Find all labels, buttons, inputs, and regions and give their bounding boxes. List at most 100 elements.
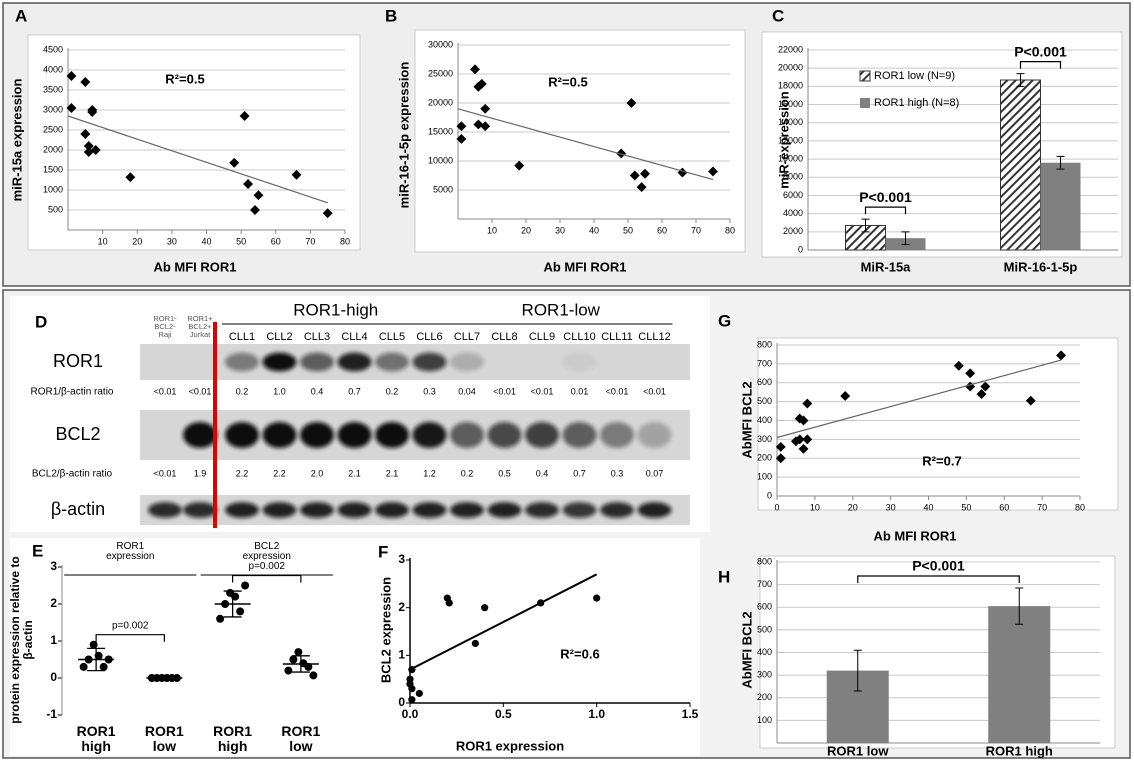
x-tick-label: ROR1 high	[70, 722, 122, 756]
x-tick-label: 80	[340, 236, 350, 246]
x-tick-label: MiR-15a	[861, 259, 912, 274]
legend-swatch	[860, 98, 870, 108]
y-axis-title-box: protein expression relative to β-actin	[6, 550, 38, 730]
blot-band	[183, 422, 217, 448]
y-tick-label: 4000	[783, 208, 803, 218]
lane-label: ROR1+ BCL2+ Jurkat	[183, 312, 217, 342]
row-label: β-actin	[51, 499, 105, 519]
x-axis-title: Ab MFI ROR1	[873, 528, 956, 543]
point	[309, 671, 317, 679]
x-tick-label: ROR1 high	[207, 722, 259, 756]
x-tick-label-box: ROR1 high	[207, 722, 259, 756]
annotation: R²=0.7	[922, 453, 961, 468]
y-tick-label: 5000	[433, 184, 453, 194]
significance-bracket-label: P<0.001	[1014, 43, 1067, 59]
y-axis-title: AbMFI BCL2	[739, 381, 754, 458]
lane-label: CLL7	[454, 331, 480, 343]
x-tick-label: 0.0	[402, 707, 419, 721]
annotation: R²=0.5	[548, 74, 587, 89]
ratio-value: <0.01	[154, 386, 177, 396]
x-tick-label: 10	[487, 225, 497, 235]
y-tick-label: 200	[757, 692, 772, 702]
blot-band	[225, 502, 259, 518]
bar	[1041, 163, 1081, 250]
point	[294, 648, 302, 656]
y-tick-label: 3	[50, 559, 57, 573]
y-axis-title: protein expression relative to β-actin	[6, 550, 38, 730]
panel-letter: B	[385, 6, 397, 25]
y-tick-label: 30000	[428, 39, 453, 49]
comparison-bracket-label: p=0.002	[249, 561, 286, 572]
x-tick-label: 40	[201, 236, 211, 246]
y-tick-label: 1000	[43, 184, 63, 194]
blot-band	[300, 502, 334, 518]
y-tick-label: 800	[757, 339, 772, 349]
significance-bracket-label: P<0.001	[912, 558, 965, 574]
ratio-value: <0.01	[154, 468, 177, 478]
group-label: ROR1-high	[293, 300, 378, 319]
blot-band	[263, 422, 297, 448]
y-tick-label: 400	[757, 647, 772, 657]
blot-band	[413, 422, 447, 448]
x-tick-label-box: ROR1 high	[70, 722, 122, 756]
blot-band	[600, 502, 634, 518]
group-label: ROR1 expression	[95, 539, 165, 565]
blot-band	[338, 502, 372, 518]
ratio-label: BCL2/β-actin ratio	[32, 469, 113, 480]
blot-band	[338, 422, 372, 448]
x-tick-label: 80	[1075, 502, 1085, 512]
lane-label: CLL9	[529, 331, 555, 343]
x-tick-label: 50	[236, 236, 246, 246]
blot-band	[563, 353, 597, 372]
blot-band	[375, 353, 409, 372]
ratio-value: 2.2	[273, 468, 286, 478]
blot-band	[300, 422, 334, 448]
point	[216, 615, 224, 623]
group-label: ROR1-low	[522, 300, 601, 319]
x-tick-label: 70	[1037, 502, 1047, 512]
y-tick-label: 1	[50, 633, 57, 647]
ratio-value: 0.7	[573, 468, 586, 478]
y-tick-label: 3000	[43, 104, 63, 114]
ratio-label: ROR1/β-actin ratio	[31, 387, 114, 398]
blot-band	[148, 502, 182, 518]
blot-band	[525, 502, 559, 518]
lane-label: CLL11	[601, 331, 633, 343]
blot-band	[300, 353, 334, 372]
y-tick-label: 20000	[428, 97, 453, 107]
figure: 5001000150020002500300035004000450010203…	[0, 0, 1134, 760]
ratio-value: 2.1	[386, 468, 399, 478]
y-tick-label: 700	[757, 358, 772, 368]
blot-band	[375, 502, 409, 518]
panel-letter: D	[35, 312, 47, 331]
point	[408, 696, 415, 703]
x-axis-title: Ab MFI ROR1	[153, 259, 236, 274]
y-tick-label: 3	[398, 552, 405, 566]
lane-label: CLL3	[304, 331, 330, 343]
x-tick-label: 1.0	[588, 707, 605, 721]
y-tick-label: 10000	[428, 155, 453, 165]
panel-letter: G	[718, 311, 731, 330]
ratio-value: <0.01	[189, 386, 212, 396]
blot-band	[450, 353, 484, 372]
y-tick-label: 500	[757, 396, 772, 406]
figure-canvas: 5001000150020002500300035004000450010203…	[0, 0, 1134, 760]
y-tick-label: 6000	[783, 190, 803, 200]
ratio-value: 0.04	[458, 386, 476, 396]
ratio-value: 0.01	[571, 386, 589, 396]
x-tick-label: 40	[589, 225, 599, 235]
ratio-value: 0.2	[236, 386, 249, 396]
y-tick-label: 18000	[778, 81, 803, 91]
blot-band	[413, 353, 447, 372]
lane-label: CLL2	[266, 331, 292, 343]
y-tick-label: 3500	[43, 84, 63, 94]
point	[284, 667, 292, 675]
bar	[1001, 80, 1041, 250]
ratio-value: 2.0	[311, 468, 324, 478]
blot-band	[225, 353, 259, 372]
legend-label: ROR1 high (N=8)	[874, 97, 959, 109]
x-tick-label: 30	[555, 225, 565, 235]
x-tick-label: ROR1 high	[986, 743, 1053, 758]
panel-letter: A	[15, 6, 27, 25]
x-tick-label: 20	[132, 236, 142, 246]
